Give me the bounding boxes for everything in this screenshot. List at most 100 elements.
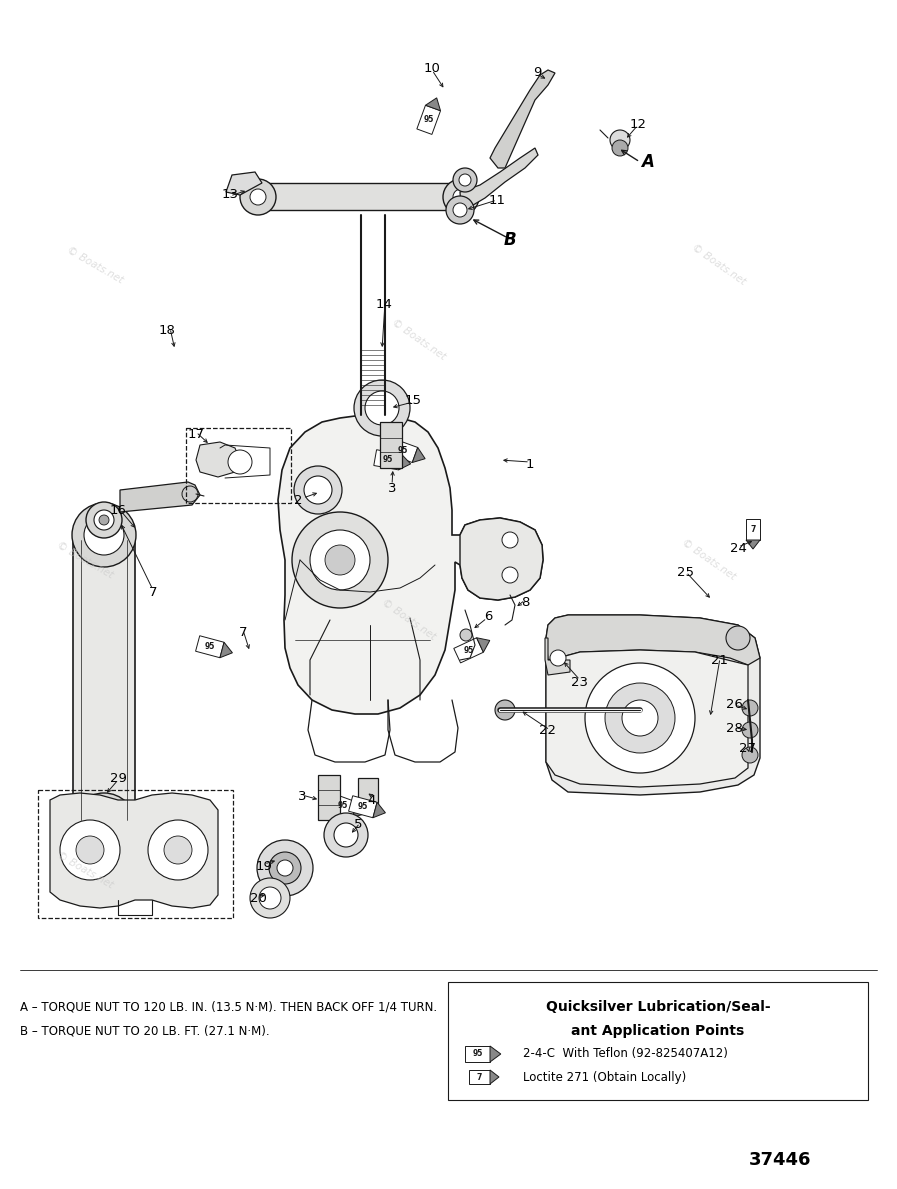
Text: 95: 95	[464, 646, 474, 655]
Text: 2: 2	[293, 493, 302, 507]
Text: B – TORQUE NUT TO 20 LB. FT. (27.1 N·M).: B – TORQUE NUT TO 20 LB. FT. (27.1 N·M).	[20, 1025, 270, 1038]
Text: 15: 15	[405, 394, 422, 407]
Polygon shape	[545, 638, 570, 675]
Circle shape	[310, 530, 370, 590]
Circle shape	[99, 515, 109, 526]
Text: 26: 26	[726, 698, 743, 711]
Circle shape	[76, 836, 104, 864]
Circle shape	[460, 629, 472, 641]
Circle shape	[453, 168, 477, 191]
Text: 8: 8	[521, 596, 529, 609]
Bar	[746, 520, 760, 540]
Text: © Boats.net: © Boats.net	[55, 850, 115, 891]
Circle shape	[495, 700, 515, 721]
Circle shape	[443, 180, 479, 215]
Polygon shape	[50, 793, 218, 908]
Bar	[454, 637, 483, 663]
Text: 95: 95	[205, 642, 215, 652]
Circle shape	[726, 625, 750, 650]
Text: 24: 24	[729, 541, 746, 554]
Text: 7: 7	[477, 1072, 483, 1082]
Bar	[448, 982, 868, 1100]
Circle shape	[148, 820, 208, 880]
Circle shape	[453, 203, 467, 218]
Text: 20: 20	[249, 892, 266, 905]
Polygon shape	[318, 775, 340, 820]
Circle shape	[257, 839, 313, 897]
Text: © Boats.net: © Boats.net	[690, 243, 748, 288]
Circle shape	[250, 189, 266, 205]
Polygon shape	[425, 97, 440, 111]
Circle shape	[164, 836, 192, 864]
Bar	[38, 789, 233, 918]
Polygon shape	[460, 147, 538, 208]
Circle shape	[72, 503, 136, 567]
Circle shape	[325, 545, 355, 575]
Text: ant Application Points: ant Application Points	[571, 1024, 745, 1038]
Circle shape	[612, 140, 628, 156]
Circle shape	[605, 682, 675, 753]
Polygon shape	[546, 650, 748, 787]
Text: 14: 14	[376, 298, 392, 312]
Polygon shape	[196, 442, 240, 477]
Circle shape	[365, 391, 399, 424]
Circle shape	[550, 650, 566, 666]
Circle shape	[72, 793, 136, 857]
Circle shape	[84, 515, 124, 555]
Text: 3: 3	[388, 482, 396, 495]
Circle shape	[585, 663, 695, 773]
Text: 25: 25	[677, 566, 694, 579]
Circle shape	[60, 820, 120, 880]
Text: 37446: 37446	[749, 1151, 811, 1169]
Polygon shape	[380, 422, 402, 468]
Text: 19: 19	[256, 860, 273, 873]
Bar	[465, 1046, 490, 1062]
Circle shape	[622, 700, 658, 736]
Polygon shape	[250, 183, 468, 210]
Text: © Boats.net: © Boats.net	[65, 245, 125, 285]
Circle shape	[446, 196, 474, 224]
Text: 29: 29	[109, 772, 126, 785]
Text: 4: 4	[368, 793, 376, 806]
Circle shape	[240, 180, 276, 215]
Polygon shape	[546, 615, 760, 665]
Bar	[186, 428, 291, 503]
Text: 28: 28	[726, 722, 743, 735]
Text: 7: 7	[750, 526, 755, 534]
Circle shape	[182, 486, 198, 502]
Circle shape	[250, 877, 290, 918]
Polygon shape	[460, 518, 543, 600]
Text: A: A	[641, 153, 655, 171]
Text: 3: 3	[298, 791, 306, 804]
Circle shape	[86, 807, 122, 843]
Text: 5: 5	[353, 818, 362, 831]
Text: 95: 95	[358, 803, 368, 811]
Circle shape	[324, 813, 368, 857]
Bar	[328, 794, 358, 818]
Polygon shape	[353, 803, 365, 818]
Circle shape	[459, 174, 471, 185]
Text: 17: 17	[187, 428, 205, 440]
Polygon shape	[476, 637, 490, 653]
Polygon shape	[490, 1070, 499, 1084]
Text: © Boats.net: © Boats.net	[680, 537, 737, 583]
Text: 7: 7	[149, 585, 157, 598]
Polygon shape	[546, 615, 760, 795]
Circle shape	[502, 567, 518, 583]
Circle shape	[294, 466, 342, 514]
Circle shape	[304, 476, 332, 504]
Polygon shape	[226, 172, 262, 195]
Polygon shape	[490, 70, 555, 168]
Circle shape	[86, 502, 122, 537]
Text: 16: 16	[109, 503, 126, 516]
Polygon shape	[746, 540, 760, 549]
Circle shape	[610, 130, 630, 150]
Polygon shape	[373, 803, 386, 818]
Text: 7: 7	[239, 625, 248, 638]
Bar	[388, 439, 418, 463]
Text: 11: 11	[489, 194, 506, 207]
Text: 21: 21	[711, 654, 728, 667]
Text: A – TORQUE NUT TO 120 LB. IN. (13.5 N·M). THEN BACK OFF 1/4 TURN.: A – TORQUE NUT TO 120 LB. IN. (13.5 N·M)…	[20, 1000, 437, 1013]
Polygon shape	[278, 415, 543, 715]
Text: © Boats.net: © Boats.net	[55, 540, 115, 580]
